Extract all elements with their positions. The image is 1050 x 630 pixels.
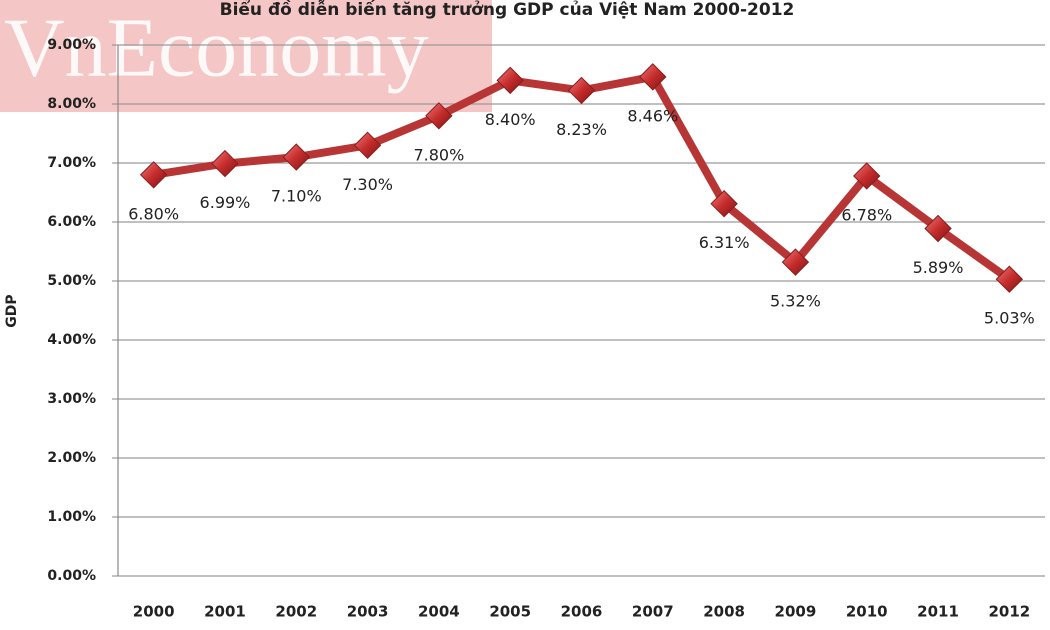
data-label: 5.03% xyxy=(984,309,1035,328)
marker xyxy=(853,162,881,190)
x-tick-label: 2010 xyxy=(846,603,888,621)
data-label: 7.80% xyxy=(413,145,464,164)
x-tick-label: 2001 xyxy=(204,603,246,621)
x-tick-label: 2009 xyxy=(775,603,817,621)
y-tick-label: 3.00% xyxy=(47,391,96,407)
x-tick-label: 2012 xyxy=(988,603,1030,621)
data-label: 7.30% xyxy=(342,175,393,194)
x-tick-label: 2002 xyxy=(275,603,317,621)
marker xyxy=(211,149,239,178)
y-tick-label: 4.00% xyxy=(47,332,96,348)
marker xyxy=(995,265,1024,293)
marker xyxy=(924,214,952,243)
data-label: 5.89% xyxy=(913,258,964,277)
data-label: 7.10% xyxy=(271,187,322,206)
data-label: 6.99% xyxy=(200,193,251,212)
data-label: 6.80% xyxy=(128,204,179,223)
x-tick-label: 2007 xyxy=(632,603,674,621)
y-axis-label: GDP xyxy=(4,294,20,327)
watermark-box xyxy=(0,0,492,112)
marker xyxy=(425,102,453,130)
marker xyxy=(639,63,667,91)
y-tick-label: 7.00% xyxy=(47,155,96,171)
y-tick-label: 6.00% xyxy=(47,214,96,230)
marker xyxy=(496,66,524,95)
marker xyxy=(139,161,168,189)
x-tick-label: 2008 xyxy=(703,603,745,621)
data-label: 5.32% xyxy=(770,292,821,311)
x-tick-label: 2011 xyxy=(917,603,959,621)
y-tick-label: 8.00% xyxy=(47,96,96,112)
x-tick-label: 2005 xyxy=(489,603,531,621)
watermark: VnEconomy xyxy=(4,1,429,94)
x-tick-label: 2000 xyxy=(133,603,175,621)
data-label: 8.40% xyxy=(485,110,536,129)
marker xyxy=(567,76,596,105)
data-label: 6.31% xyxy=(699,233,750,252)
x-tick-label: 2006 xyxy=(561,603,603,621)
y-tick-label: 2.00% xyxy=(47,450,96,466)
marker xyxy=(710,190,738,218)
x-tick-label: 2003 xyxy=(347,603,389,621)
marker xyxy=(781,248,810,276)
x-tick-label: 2004 xyxy=(418,603,460,621)
marker xyxy=(282,143,310,171)
y-tick-label: 5.00% xyxy=(47,273,96,289)
chart-title: Biểu đồ diễn biến tăng trưởng GDP của Vi… xyxy=(220,0,795,20)
marker xyxy=(353,131,382,160)
y-tick-label: 9.00% xyxy=(47,37,96,53)
data-label: 6.78% xyxy=(841,205,892,224)
data-label: 8.46% xyxy=(627,106,678,125)
y-tick-label: 0.00% xyxy=(47,568,96,584)
y-tick-label: 1.00% xyxy=(47,509,96,525)
data-label: 8.23% xyxy=(556,120,607,139)
